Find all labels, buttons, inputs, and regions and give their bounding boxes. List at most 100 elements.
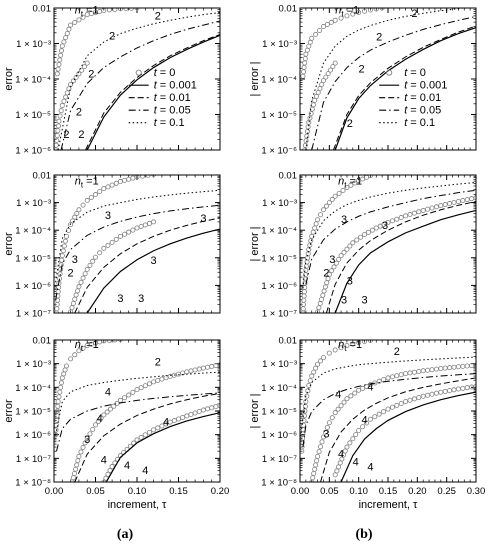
series-marker [307,39,313,45]
series-marker [84,197,90,203]
series-marker [381,409,387,415]
series-marker [324,21,330,27]
series-marker [326,271,332,277]
series-marker [304,47,310,53]
series-marker [167,419,173,425]
series-marker [348,393,354,399]
series-marker [332,472,338,478]
y-axis-label: | error | [249,393,261,428]
curve-annotation: 2 [394,346,400,358]
series-marker [317,27,323,33]
curve-annotation: 4 [105,387,111,399]
series-marker [122,395,128,401]
series-marker [74,462,80,468]
series-marker [420,393,426,399]
series-line-dotted [55,371,220,435]
series-marker [134,175,140,180]
x-tick-label: 0.05 [86,486,105,497]
legend-label: t = 0.01 [154,92,191,104]
panel-label-b: (b) [355,527,372,542]
series-marker [315,453,321,459]
curve-annotation: 4 [367,462,373,474]
series-marker [54,413,60,419]
series-marker [57,113,63,119]
series-marker [76,17,82,23]
series-marker [107,467,113,473]
series-marker [309,373,315,379]
series-marker [360,385,366,391]
series-line-dashdot [302,373,476,448]
series-marker [71,470,77,476]
series-marker [163,421,169,427]
series-marker [59,375,65,381]
series-marker [460,198,466,204]
series-marker [398,215,404,221]
series-marker [438,366,444,372]
y-tick-label: 1 × 10⁻³ [262,198,297,209]
series-marker [315,217,321,223]
series-marker [307,115,313,121]
series-marker [72,214,78,220]
series-marker [117,340,123,342]
series-marker [82,271,88,277]
series-marker [81,64,87,70]
series-line-dashdot [311,15,476,150]
curve-annotation: 4 [124,460,130,472]
series-marker [62,238,68,244]
series-marker [460,363,466,369]
series-marker [356,427,362,433]
y-axis-label: error [3,399,15,423]
curve-annotation: nt =1 [75,176,99,190]
series-marker [130,389,136,395]
series-marker [97,189,103,195]
curve-annotation: 4 [97,413,103,425]
y-tick-label: 1 × 10⁻⁷ [16,454,52,465]
series-marker [112,340,118,343]
series-marker [303,399,309,405]
y-tick-label: 1 × 10⁻⁵ [261,253,297,264]
y-tick-label: 1 × 10⁻⁵ [261,407,297,418]
plot-frame [53,7,221,151]
curve-annotation: 4 [335,389,341,401]
series-marker [338,15,344,21]
series-marker [109,464,115,470]
series-line-dotted [300,356,476,433]
series-marker [308,111,314,117]
series-marker [340,187,346,193]
series-marker [469,196,475,202]
series-marker [403,213,409,219]
y-tick-label: 1 × 10⁻⁶ [15,146,51,157]
series-marker [425,206,431,212]
series-line-solid [86,228,220,313]
series-marker [331,264,337,270]
series-marker [58,266,64,272]
series-marker [326,200,332,206]
series-marker [385,406,391,412]
series-marker [332,193,338,199]
series-marker [312,466,318,472]
series-marker [130,227,136,233]
series-marker [411,369,417,375]
series-marker [304,393,310,399]
series-marker [313,365,319,371]
series-marker [324,280,330,286]
series-line-dashdot [305,189,476,285]
series-marker [320,355,326,361]
series-marker [311,470,317,476]
series-group [300,8,476,150]
series-marker [367,8,373,13]
curve-annotation: nt =1 [338,339,362,353]
series-marker [464,197,470,203]
series-marker [138,385,144,391]
series-line-dashed [325,200,476,313]
curve-annotation: 2 [78,129,84,141]
y-tick-label: 1 × 10⁻⁵ [15,253,51,264]
series-marker [304,133,310,139]
y-tick-label: 1 × 10⁻⁴ [15,75,51,86]
series-line-dotted [57,11,220,150]
series-marker [447,388,453,394]
series-marker [306,246,312,252]
y-tick-label: 0.01 [33,4,52,15]
series-marker [80,202,86,208]
series-marker [54,137,60,143]
